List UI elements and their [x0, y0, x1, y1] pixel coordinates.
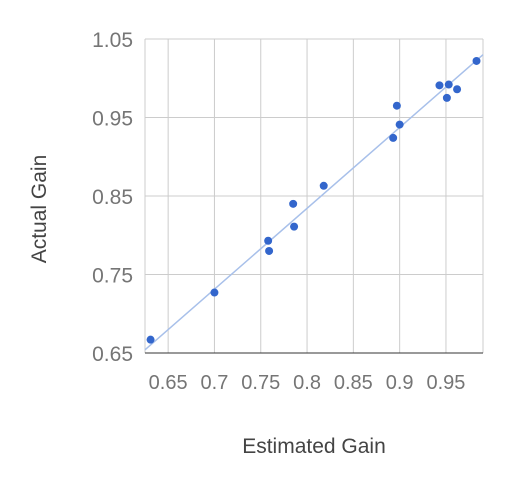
y-tick-label: 0.85 [92, 186, 133, 209]
data-point [210, 288, 219, 297]
data-point [146, 335, 155, 344]
y-axis-ticks: 0.65 0.75 0.85 0.95 1.05 [92, 29, 133, 366]
data-point [435, 81, 444, 90]
data-point [392, 101, 401, 110]
y-tick-label: 0.95 [92, 108, 133, 131]
y-tick-label: 0.65 [92, 343, 133, 366]
grid [144, 38, 484, 354]
x-tick-label: 0.65 [149, 372, 188, 394]
data-points [146, 56, 481, 344]
data-point [453, 85, 462, 94]
data-point [444, 80, 453, 89]
data-point [265, 246, 274, 255]
data-point [290, 222, 299, 231]
data-point [442, 93, 451, 102]
x-tick-label: 0.75 [241, 372, 280, 394]
y-tick-label: 1.05 [92, 29, 133, 52]
trendline [144, 54, 484, 351]
data-point [472, 56, 481, 65]
x-tick-label: 0.95 [426, 372, 465, 394]
x-tick-label: 0.8 [293, 372, 321, 394]
data-point [389, 133, 398, 142]
data-point [264, 236, 273, 245]
data-point [319, 181, 328, 190]
x-axis-ticks: 0.65 0.7 0.75 0.8 0.85 0.9 0.95 [149, 372, 466, 394]
x-tick-label: 0.9 [386, 372, 414, 394]
data-point [289, 199, 298, 208]
y-tick-label: 0.75 [92, 265, 133, 288]
x-tick-label: 0.85 [334, 372, 373, 394]
y-axis-label: Actual Gain [28, 155, 51, 264]
data-point [395, 120, 404, 129]
x-tick-label: 0.7 [201, 372, 229, 394]
x-axis-label: Estimated Gain [242, 435, 386, 458]
